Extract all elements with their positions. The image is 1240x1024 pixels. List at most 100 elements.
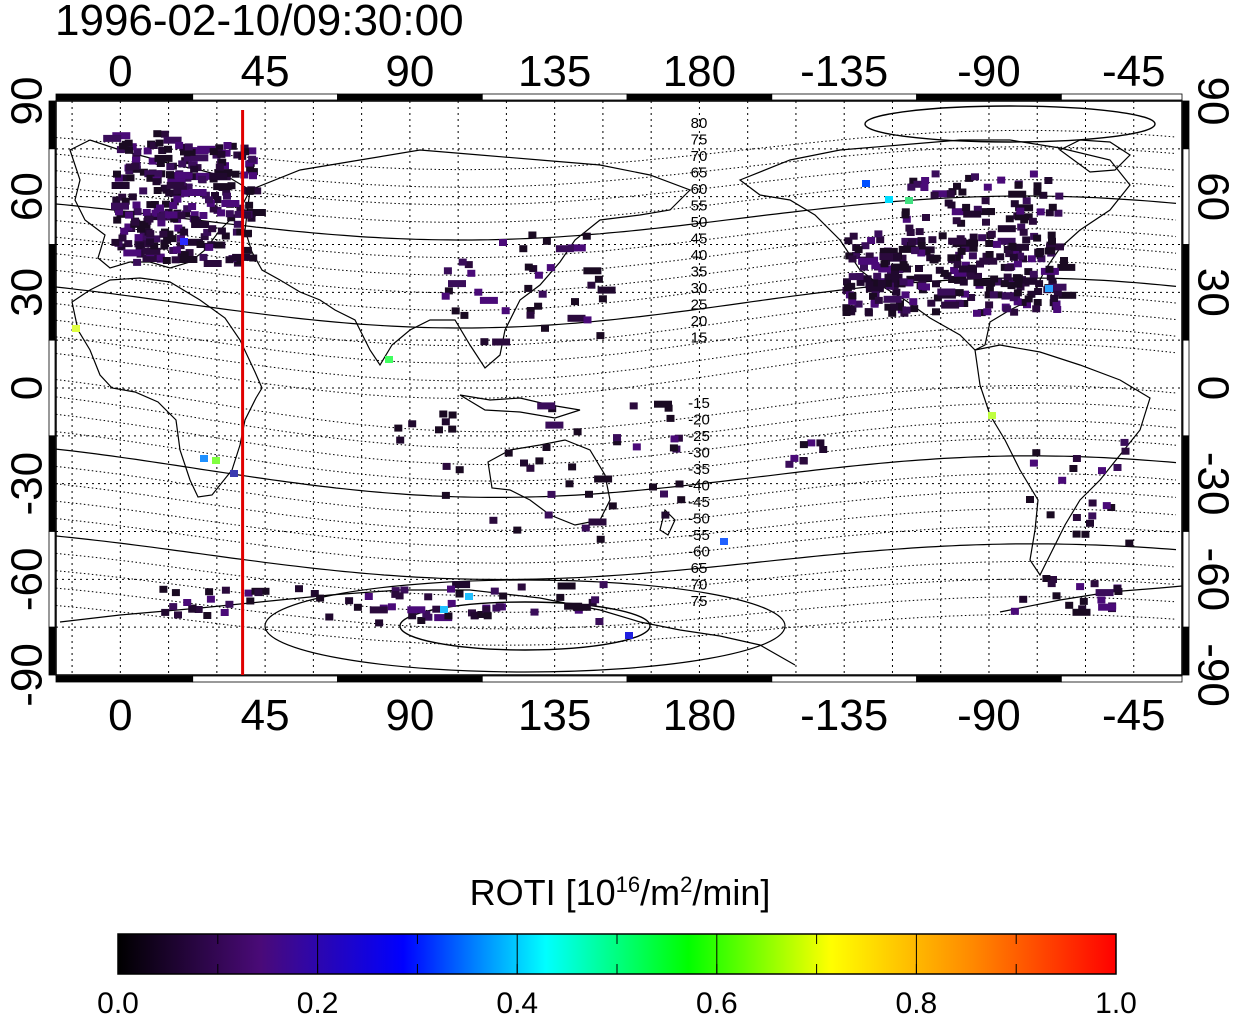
roti-cell-highlight [862,180,870,187]
contour-label-north: 50 [691,214,708,231]
left-axis-bar-segment [48,626,56,676]
contour-label-south: -15 [688,395,710,412]
roti-cell [864,308,873,316]
roti-cell [909,177,918,185]
roti-cell [184,143,193,151]
roti-cell [1029,170,1038,178]
roti-cell [442,462,451,470]
roti-cell-highlight [465,593,473,600]
roti-cell [1017,223,1026,231]
coast-sea-asia [459,394,581,419]
contour-label-north: 80 [691,115,708,132]
roti-cell [178,160,187,168]
roti-cell [395,592,404,600]
roti-cell [1047,580,1056,588]
magnetic-contour-line [56,605,1177,646]
roti-cell [890,263,909,271]
roti-cell-highlight [212,457,220,464]
roti-cell [249,172,257,180]
roti-cell [1036,248,1045,255]
roti-cell [973,309,981,317]
bottom-longitude-labels: 0 45 90 135 180 -135 -90 -45 [108,691,1165,740]
right-axis-bar-segment [1182,244,1190,341]
roti-cell [480,338,489,346]
roti-cell [467,269,476,277]
roti-cell [985,251,994,258]
roti-cell [865,281,874,289]
roti-cell [660,490,668,498]
roti-cell [581,524,590,532]
roti-cell [931,170,940,178]
coast-new-zealand [659,508,676,536]
roti-cell [103,134,122,142]
roti-cell [1046,511,1055,519]
roti-cell [973,279,992,287]
roti-cell [968,252,977,260]
polar-contour-south-outer [264,579,786,673]
roti-cell [965,174,974,182]
roti-cell [599,581,608,589]
colorbar-tick-label: 0.0 [97,987,139,1020]
roti-cell [245,201,254,209]
roti-cell [608,502,617,510]
roti-cell [176,242,185,250]
roti-cell [1026,496,1034,503]
roti-cell [499,239,507,246]
roti-cell [568,463,577,471]
roti-cell [137,225,145,233]
roti-cell [1065,601,1074,609]
top-longitude-label: -135 [800,47,888,96]
roti-cell [483,612,492,620]
roti-cell [976,208,995,216]
roti-cell [244,589,253,597]
roti-cell [139,187,148,195]
roti-cell [1095,589,1114,597]
roti-cell [952,217,961,225]
roti-cell [170,215,179,223]
roti-cell [111,238,120,246]
roti-cell [848,305,857,313]
roti-cell [160,184,169,192]
roti-cell [874,296,883,304]
roti-cell [1053,289,1062,297]
contour-label-north: 65 [691,165,708,182]
roti-cell [902,215,911,223]
roti-cell [1050,295,1059,302]
roti-cell [1044,177,1053,184]
roti-cell [125,163,134,171]
roti-cell [254,589,263,597]
colorbar-title-main: ROTI [10 [469,872,616,913]
roti-cell [248,147,257,155]
roti-cell [1007,282,1016,290]
roti-cell [982,218,990,226]
roti-cell [180,148,188,156]
top-longitude-label: 90 [385,47,434,96]
colorbar-title-exponent-2: 2 [680,872,693,897]
roti-cell [953,269,972,277]
roti-cell [174,611,182,619]
roti-cell [1079,597,1088,605]
colorbar-tick-label: 0.4 [496,987,538,1020]
roti-cell [880,260,889,268]
roti-cell [111,182,130,189]
roti-cell [246,187,255,195]
roti-cell [670,435,679,443]
roti-cell [526,307,535,314]
roti-cell [200,233,209,241]
roti-cell [1005,250,1014,258]
roti-cell [572,603,591,611]
roti-cell [162,257,171,264]
roti-cell [869,292,877,300]
roti-cell [524,263,533,271]
roti-cell [1014,280,1023,288]
roti-cell [1097,596,1106,604]
roti-cell [215,163,224,171]
roti-cell [1036,208,1045,216]
roti-cell [842,309,851,316]
roti-cell [1076,583,1085,591]
roti-cell [567,244,586,252]
roti-cell [1052,592,1061,600]
roti-cell [188,161,197,169]
roti-cell [567,314,586,322]
roti-cell [177,212,186,220]
